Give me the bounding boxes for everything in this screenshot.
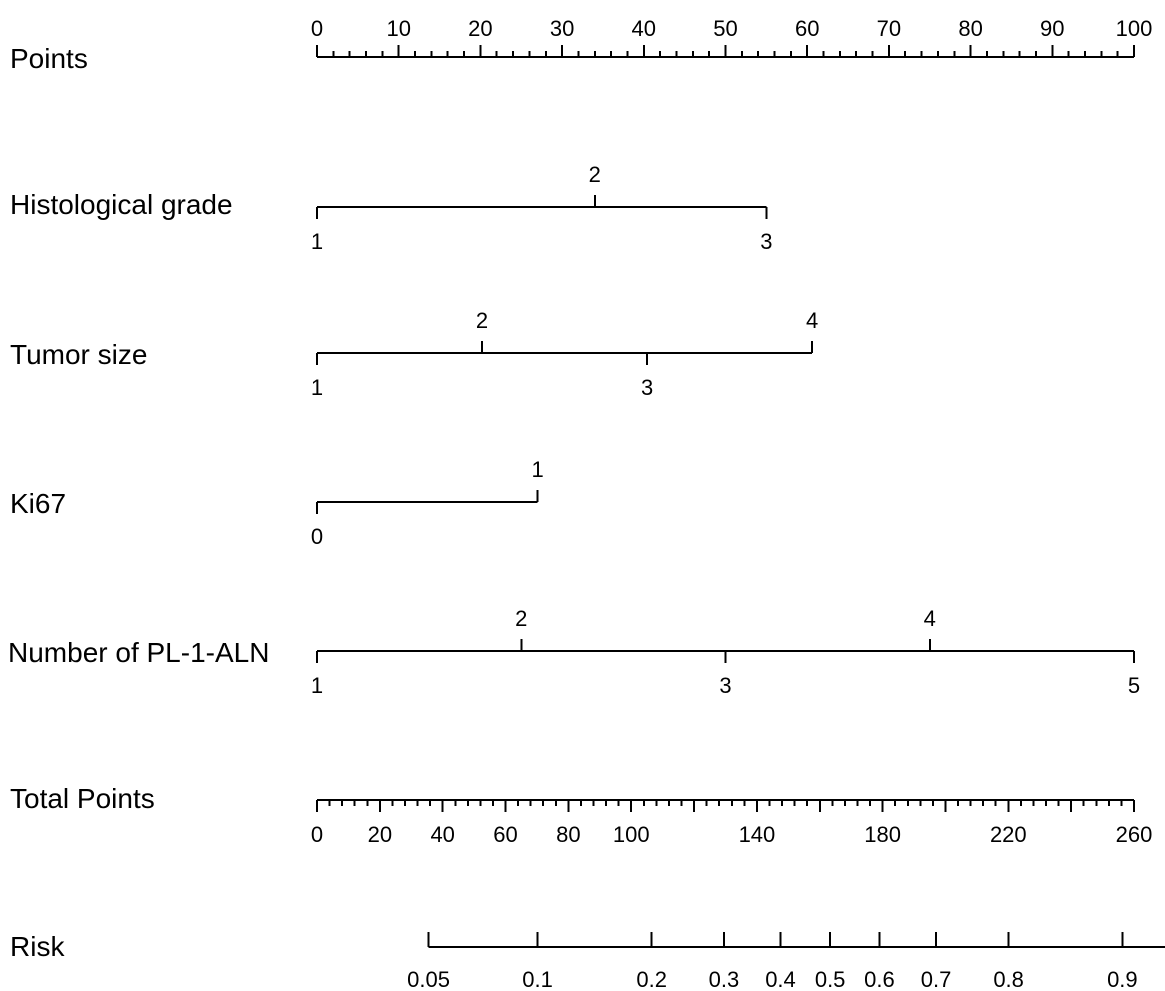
- row-label-number-of-pl-1-aln: Number of PL-1-ALN: [8, 637, 269, 668]
- total-points-tick-label: 220: [990, 822, 1027, 847]
- row-label-histological-grade: Histological grade: [10, 189, 233, 220]
- points-tick-label: 20: [468, 16, 492, 41]
- points-tick-label: 60: [795, 16, 819, 41]
- risk-tick-label: 0.6: [864, 967, 895, 991]
- ki67-level-label: 1: [531, 457, 543, 482]
- histological-grade-level-label: 3: [760, 229, 772, 254]
- total-points-tick-label: 260: [1116, 822, 1153, 847]
- number-of-pl-1-aln-level-label: 1: [311, 673, 323, 698]
- points-tick-label: 30: [550, 16, 574, 41]
- total-points-tick-label: 100: [613, 822, 650, 847]
- points-tick-label: 0: [311, 16, 323, 41]
- row-label-points: Points: [10, 43, 88, 74]
- points-tick-label: 50: [713, 16, 737, 41]
- points-tick-label: 90: [1040, 16, 1064, 41]
- risk-tick-label: 0.2: [636, 967, 667, 991]
- points-tick-label: 10: [386, 16, 410, 41]
- row-label-tumor-size: Tumor size: [10, 339, 147, 370]
- row-label-risk: Risk: [10, 931, 65, 962]
- risk-tick-label: 0.1: [522, 967, 553, 991]
- total-points-tick-label: 40: [430, 822, 454, 847]
- tumor-size-level-label: 3: [641, 375, 653, 400]
- total-points-tick-label: 20: [368, 822, 392, 847]
- risk-tick-label: 0.3: [709, 967, 740, 991]
- number-of-pl-1-aln-level-label: 3: [719, 673, 731, 698]
- risk-tick-label: 0.05: [407, 967, 450, 991]
- number-of-pl-1-aln-level-label: 5: [1128, 673, 1140, 698]
- risk-tick-label: 0.9: [1107, 967, 1138, 991]
- tumor-size-level-label: 1: [311, 375, 323, 400]
- points-tick-label: 80: [958, 16, 982, 41]
- total-points-tick-label: 180: [864, 822, 901, 847]
- points-tick-label: 40: [632, 16, 656, 41]
- risk-tick-label: 0.7: [921, 967, 952, 991]
- total-points-tick-label: 0: [311, 822, 323, 847]
- tumor-size-level-label: 2: [476, 308, 488, 333]
- total-points-tick-label: 140: [739, 822, 776, 847]
- risk-tick-label: 0.5: [815, 967, 846, 991]
- ki67-level-label: 0: [311, 524, 323, 549]
- risk-tick-label: 0.8: [993, 967, 1024, 991]
- tumor-size-level-label: 4: [806, 308, 818, 333]
- histological-grade-level-label: 1: [311, 229, 323, 254]
- total-points-tick-label: 60: [493, 822, 517, 847]
- histological-grade-level-label: 2: [589, 162, 601, 187]
- row-label-ki67: Ki67: [10, 488, 66, 519]
- number-of-pl-1-aln-level-label: 2: [515, 606, 527, 631]
- total-points-tick-label: 80: [556, 822, 580, 847]
- row-label-total-points: Total Points: [10, 783, 155, 814]
- points-tick-label: 70: [877, 16, 901, 41]
- points-tick-label: 100: [1116, 16, 1153, 41]
- risk-tick-label: 0.4: [765, 967, 796, 991]
- number-of-pl-1-aln-level-label: 4: [924, 606, 936, 631]
